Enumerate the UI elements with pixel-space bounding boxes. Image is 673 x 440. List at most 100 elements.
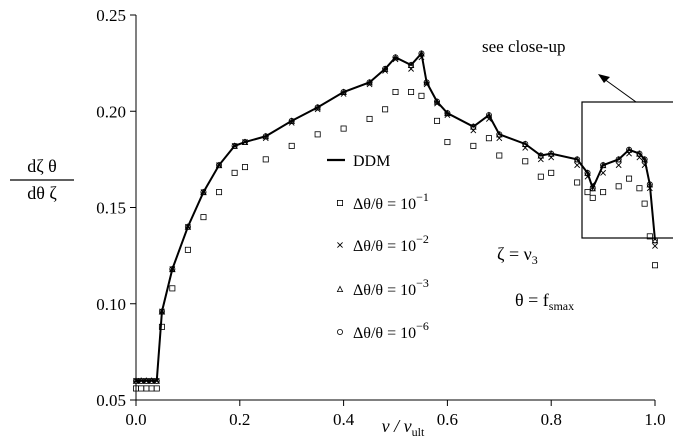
legend-label: Δθ/θ = 10−3 bbox=[353, 276, 429, 299]
data-point bbox=[314, 131, 321, 138]
x-tick-label: 0.8 bbox=[541, 410, 562, 429]
zeta-annotation: ζ = ν3 bbox=[497, 244, 538, 267]
x-axis-label: v / vult bbox=[382, 416, 425, 439]
y-tick-label: 0.25 bbox=[96, 6, 126, 25]
data-point bbox=[340, 89, 347, 96]
data-point bbox=[288, 142, 295, 149]
data-point bbox=[574, 156, 581, 163]
data-point bbox=[288, 117, 295, 124]
legend-label: Δθ/θ = 10−1 bbox=[353, 190, 429, 213]
x-label-sub: ult bbox=[412, 425, 425, 439]
data-point bbox=[408, 62, 415, 69]
data-point bbox=[418, 50, 425, 57]
data-point bbox=[574, 162, 581, 169]
data-point bbox=[314, 104, 321, 111]
data-point bbox=[262, 133, 269, 140]
data-point bbox=[485, 112, 492, 119]
x-tick-label: 1.0 bbox=[644, 410, 665, 429]
data-point bbox=[148, 385, 155, 392]
data-point bbox=[392, 54, 399, 61]
data-point bbox=[537, 173, 544, 180]
data-point bbox=[434, 117, 441, 124]
data-point bbox=[548, 169, 555, 176]
data-point bbox=[584, 189, 591, 196]
data-point bbox=[138, 385, 145, 392]
data-point bbox=[652, 262, 659, 269]
data-point bbox=[216, 162, 223, 169]
data-point bbox=[366, 79, 373, 86]
ddm-line bbox=[136, 51, 656, 382]
data-point bbox=[626, 175, 633, 182]
y-tick-label: 0.20 bbox=[96, 102, 126, 121]
data-point bbox=[153, 377, 160, 384]
legend-marker bbox=[337, 242, 343, 248]
y-tick-label: 0.05 bbox=[96, 391, 126, 410]
data-point bbox=[589, 194, 596, 201]
data-point bbox=[143, 385, 150, 392]
data-point bbox=[636, 185, 643, 192]
data-point bbox=[470, 142, 477, 149]
series-layer bbox=[132, 50, 659, 392]
data-point bbox=[615, 156, 622, 163]
y-tick-label: 0.15 bbox=[96, 199, 126, 218]
data-point bbox=[522, 140, 529, 147]
x-label-main: v / v bbox=[382, 416, 412, 436]
data-point bbox=[382, 65, 389, 72]
data-point bbox=[652, 243, 658, 249]
series-4 bbox=[132, 50, 659, 384]
legend-label: DDM bbox=[353, 153, 390, 170]
data-point bbox=[200, 189, 207, 196]
data-point bbox=[496, 131, 503, 138]
data-point bbox=[184, 246, 191, 253]
data-point bbox=[434, 98, 441, 105]
closeup-box bbox=[581, 101, 673, 239]
data-point bbox=[615, 162, 622, 169]
data-point bbox=[470, 123, 477, 130]
data-point bbox=[626, 146, 633, 153]
data-point bbox=[444, 139, 451, 146]
data-point bbox=[485, 135, 492, 142]
data-point bbox=[496, 152, 503, 159]
x-tick-label: 0.0 bbox=[125, 410, 146, 429]
data-point bbox=[153, 385, 160, 392]
data-point bbox=[184, 223, 191, 230]
data-point bbox=[392, 89, 399, 96]
data-point bbox=[382, 106, 389, 113]
data-point bbox=[574, 179, 581, 186]
legend-label: Δθ/θ = 10−2 bbox=[353, 232, 429, 255]
legend: DDM Δθ/θ = 10−1 Δθ/θ = 10−2 Δθ/θ = 10−3 Δθ/θ… bbox=[327, 153, 429, 342]
data-point bbox=[584, 169, 591, 176]
data-point bbox=[216, 189, 223, 196]
series-1 bbox=[132, 89, 659, 392]
data-point bbox=[641, 200, 648, 207]
data-point bbox=[641, 156, 648, 163]
data-point bbox=[589, 185, 596, 192]
data-point bbox=[200, 214, 207, 221]
data-point bbox=[340, 125, 347, 132]
data-point bbox=[169, 285, 176, 292]
data-point bbox=[522, 158, 529, 165]
legend-marker bbox=[336, 199, 343, 206]
x-tick-label: 0.4 bbox=[333, 410, 355, 429]
data-point bbox=[646, 233, 653, 240]
data-point bbox=[423, 79, 430, 86]
data-point bbox=[641, 162, 648, 169]
data-point bbox=[600, 169, 607, 176]
y-tick-label: 0.10 bbox=[96, 295, 126, 314]
data-point bbox=[231, 142, 238, 149]
x-tick-label: 0.2 bbox=[229, 410, 250, 429]
x-tick-label: 0.6 bbox=[437, 410, 458, 429]
data-point bbox=[444, 110, 451, 117]
data-point bbox=[158, 323, 165, 330]
data-point bbox=[408, 89, 415, 96]
data-point bbox=[241, 164, 248, 171]
theta-annotation: θ = fsmax bbox=[515, 290, 574, 313]
legend-label: Δθ/θ = 10−6 bbox=[353, 319, 429, 342]
data-point bbox=[418, 92, 425, 99]
data-point bbox=[600, 162, 607, 169]
legend-marker bbox=[336, 285, 344, 293]
series-0 bbox=[136, 51, 656, 382]
data-point bbox=[600, 189, 607, 196]
closeup-arrowhead bbox=[598, 74, 610, 83]
